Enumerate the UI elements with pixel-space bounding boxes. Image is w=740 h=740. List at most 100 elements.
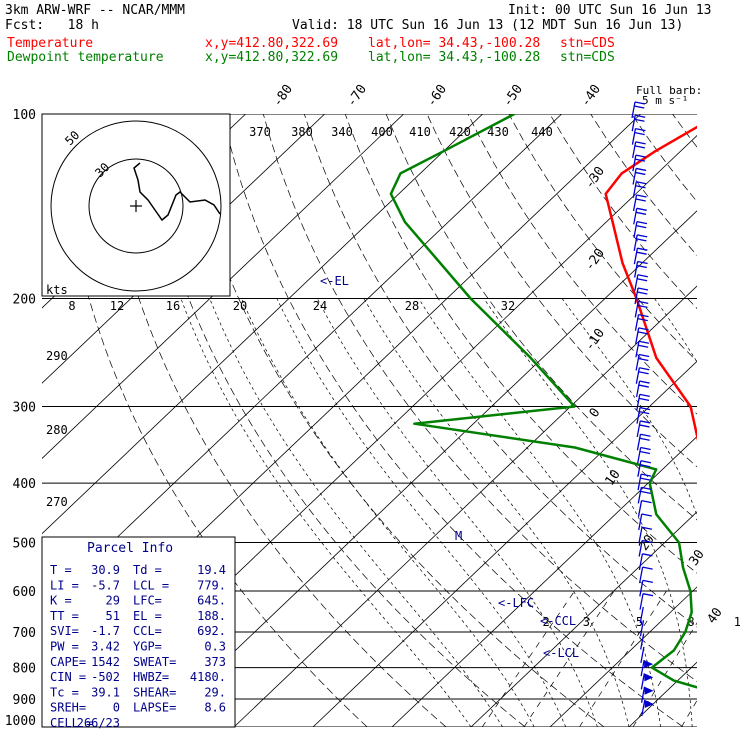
wind-barb-shaft	[638, 513, 643, 531]
parcel-row-key: Tc =	[50, 685, 79, 699]
wind-barb-flag	[640, 446, 651, 451]
wind-barb-shaft	[636, 394, 641, 411]
wind-barb-shaft	[633, 234, 638, 252]
hodograph-speed-label: 12	[110, 299, 124, 313]
pressure-label: 800	[13, 662, 36, 677]
wind-barb-flag	[635, 127, 646, 132]
moist-adiabat-line	[363, 298, 630, 727]
wind-barb-flag	[639, 380, 650, 384]
isotherm-label: 30	[686, 547, 707, 568]
wind-barb-shaft	[639, 620, 645, 637]
wind-barb-flag	[636, 251, 647, 255]
wind-barb-flag	[639, 393, 650, 397]
wind-barb-flag	[637, 274, 648, 278]
wind-barb-shaft	[637, 473, 642, 491]
wind-barb-flag	[634, 145, 646, 149]
lfc-marker: <-LFC	[498, 596, 534, 610]
wind-barb-shaft	[637, 460, 642, 477]
temp-xy: x,y=412.80,322.69	[205, 36, 339, 51]
isotherm-line	[708, 114, 740, 727]
wind-barb-shaft	[632, 155, 637, 172]
dew-xy: x,y=412.80,322.69	[205, 50, 339, 65]
pressure-label: 200	[13, 293, 36, 308]
parcel-row-key: K =	[50, 594, 72, 608]
wind-barb-flag	[639, 407, 651, 411]
wind-barb-pennant	[644, 700, 654, 708]
wind-barb-shaft	[633, 261, 639, 278]
dry-adiabat-line	[426, 114, 697, 468]
wind-barb-flag	[640, 460, 651, 464]
parcel-row-key2: CCL=	[133, 624, 162, 638]
wind-barb-shaft	[634, 274, 639, 291]
isotherm-label: -50	[500, 82, 526, 110]
parcel-row-value: 1542	[91, 655, 120, 669]
dry-adiabat-line	[303, 114, 697, 628]
moist-adiabat-line	[209, 298, 503, 727]
wind-barb-flag	[641, 513, 652, 517]
parcel-row-key: CELL =	[50, 716, 93, 730]
wind-barb-flag	[635, 154, 646, 158]
temp-legend: Temperature	[7, 36, 94, 51]
parcel-row-value: -502	[91, 670, 120, 684]
wind-barb-flag	[642, 579, 653, 584]
height-label: 290	[46, 349, 68, 363]
wind-barb-shaft	[638, 540, 643, 557]
wind-barb-flag	[634, 131, 645, 136]
wind-barb-flag	[635, 114, 646, 118]
temp-latlon: lat,lon= 34.43,-100.28	[368, 36, 541, 51]
wind-barb-shaft	[638, 553, 644, 570]
dry-adiabat-line	[58, 114, 368, 727]
theta-label: 370	[249, 125, 271, 139]
wind-barb-shaft	[640, 646, 645, 663]
wind-barb-shaft	[633, 221, 638, 238]
wind-barb-flag	[635, 167, 647, 172]
wind-barb-shaft	[632, 141, 637, 158]
wind-barb-flag	[637, 304, 648, 308]
parcel-row-value2: 188.	[197, 609, 226, 623]
wind-barb-flag	[642, 553, 653, 557]
dry-adiabat-line	[590, 114, 697, 256]
wind-barb-flag	[638, 300, 649, 304]
wind-barb-shaft	[640, 673, 645, 690]
parcel-row-value2: 779.	[197, 578, 226, 592]
wind-barb-shaft	[635, 341, 640, 358]
wind-barb-pennant	[644, 673, 654, 682]
wind-barb-pennant	[644, 660, 654, 669]
theta-label: 440	[531, 125, 553, 139]
hodograph-kts-label: kts	[46, 283, 68, 297]
wind-barb-shaft	[631, 128, 637, 145]
dew-legend: Dewpoint temperature	[7, 50, 164, 65]
parcel-row-value2: 0.3	[204, 640, 226, 654]
wind-barb-flag	[634, 101, 646, 105]
hodograph-ring-inner	[88, 158, 184, 254]
pressure-label: 700	[13, 626, 36, 641]
temp-stn: stn=CDS	[560, 36, 615, 51]
wind-barb-flag	[634, 158, 646, 162]
isotherm-line	[312, 360, 697, 727]
isotherm-line	[470, 511, 697, 727]
wind-barb-shaft	[631, 101, 636, 119]
wind-barb-flag	[640, 433, 651, 437]
isotherm-label: -20	[582, 246, 608, 274]
wind-barb-shaft	[641, 699, 646, 717]
isotherm-label: -10	[582, 326, 608, 354]
parcel-row-value: -5.7	[91, 578, 120, 592]
hodograph-speed-label: 32	[501, 299, 515, 313]
wind-barb-shaft	[635, 367, 640, 384]
moist-adiabat-line	[180, 298, 472, 727]
wind-barb-flag	[638, 340, 650, 344]
dry-adiabat-line	[467, 114, 697, 415]
dry-adiabat-line	[631, 114, 697, 203]
wind-barb-flag	[637, 317, 648, 322]
isotherm-label: 10	[602, 467, 623, 488]
wind-barb-flag	[638, 371, 649, 375]
pressure-label: 600	[13, 585, 36, 600]
isotherm-line	[42, 114, 404, 459]
pressure-label: 1000	[5, 714, 36, 729]
wind-barb-shaft	[639, 580, 644, 597]
parcel-row-key: LI =	[50, 578, 79, 592]
wind-barb-flag	[639, 411, 650, 415]
parcel-row-key: CIN =	[50, 670, 86, 684]
parcel-row-value2: 645.	[197, 594, 226, 608]
mixing-ratio-label: 2	[542, 615, 549, 629]
